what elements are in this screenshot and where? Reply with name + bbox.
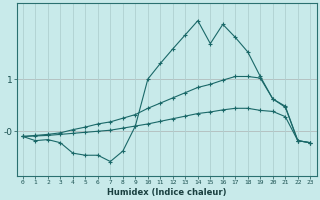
X-axis label: Humidex (Indice chaleur): Humidex (Indice chaleur)	[107, 188, 226, 197]
